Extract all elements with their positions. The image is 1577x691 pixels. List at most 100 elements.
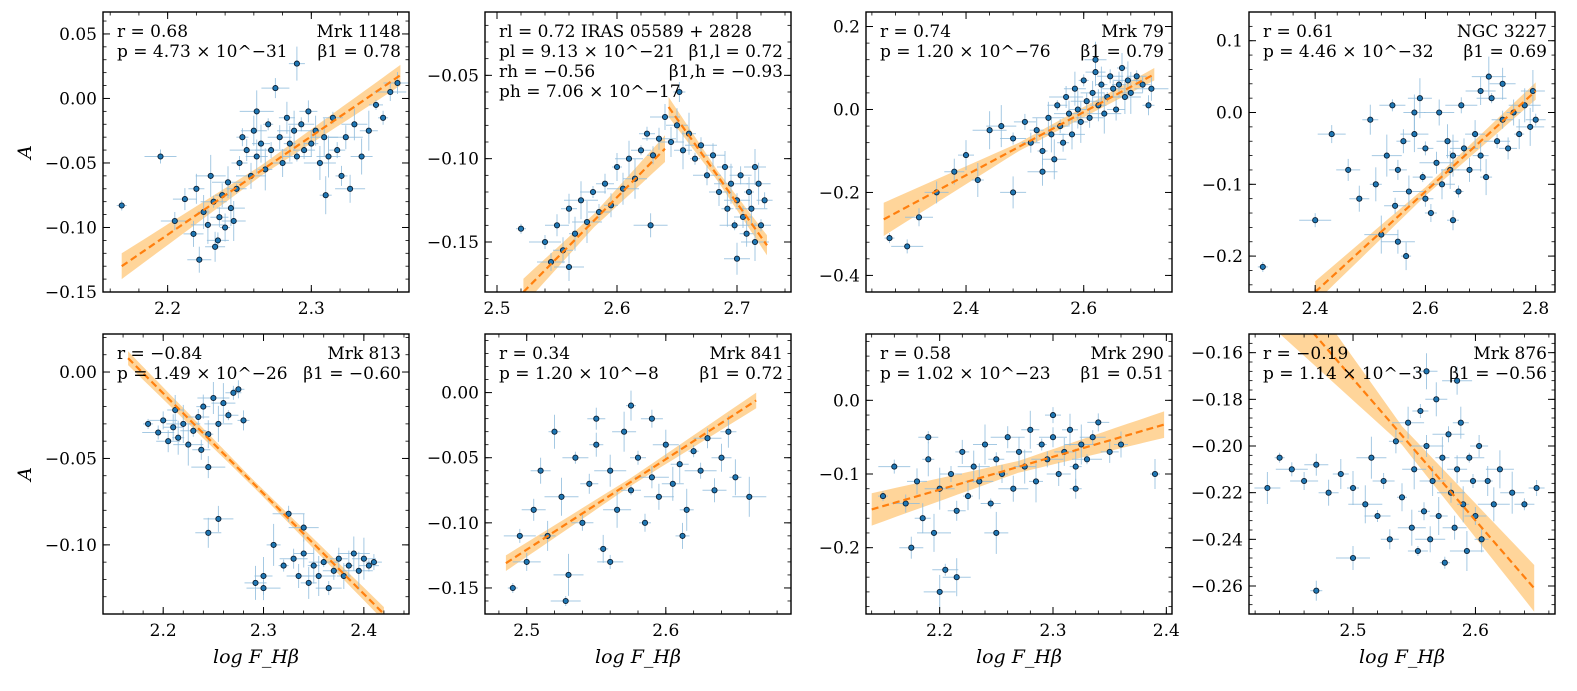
x-tick-label: 2.4: [953, 299, 980, 319]
data-point: [1118, 64, 1126, 72]
fit-line: [1312, 334, 1536, 590]
data-point: [1414, 547, 1421, 555]
y-tick-label: −0.05: [45, 154, 97, 174]
data-point: [1065, 110, 1073, 117]
data-point: [215, 420, 222, 427]
data-point: [1505, 145, 1512, 152]
data-point: [936, 588, 943, 595]
data-point: [181, 196, 188, 203]
y-tick-label: −0.05: [427, 449, 479, 469]
data-point: [908, 544, 915, 551]
data-point: [727, 180, 735, 187]
x-axis-title: log F_Hβ: [1359, 646, 1445, 668]
data-point: [1444, 138, 1451, 145]
panel-4: −0.2 −0.1 0.0 0.1 2.4 2.6 2.8 r = 0.61p = 4.46 …: [1202, 11, 1556, 319]
data-point: [1509, 489, 1516, 496]
data-point: [1049, 412, 1057, 419]
data-point: [902, 500, 909, 507]
data-point: [1483, 174, 1490, 181]
data-point: [260, 572, 267, 580]
data-point: [291, 127, 298, 134]
data-point: [1419, 174, 1426, 181]
data-point: [365, 127, 372, 134]
data-point: [993, 456, 1000, 463]
data-point: [530, 506, 537, 513]
x-tick-label: 2.6: [1070, 299, 1097, 319]
data-point: [214, 237, 221, 244]
data-point: [1433, 159, 1440, 166]
data-point: [316, 159, 323, 167]
data-point: [220, 400, 227, 407]
data-point: [970, 463, 977, 470]
data-point: [321, 134, 328, 141]
data-point: [1032, 478, 1040, 485]
data-point: [1429, 477, 1436, 485]
data-point: [731, 222, 738, 229]
y-tick-label: 0.00: [441, 384, 479, 404]
x-tick-label: 2.4: [1302, 299, 1329, 319]
annotation-left: r = 0.61: [1263, 22, 1334, 42]
annotation-left: p = 4.73 × 10^−31: [117, 42, 288, 62]
data-point: [370, 559, 377, 566]
data-point: [733, 255, 741, 262]
data-point: [1110, 85, 1117, 92]
data-point: [1068, 131, 1076, 138]
data-point: [1457, 419, 1464, 426]
fit-line: [522, 147, 666, 292]
data-point: [886, 235, 893, 242]
data-point: [655, 135, 663, 142]
y-tick-label: −0.1: [1202, 175, 1243, 195]
data-point: [1010, 189, 1017, 196]
data-point: [322, 192, 329, 199]
panel-1: −0.15 −0.10 −0.05 0.00 0.05 2.2 2.3 r = 0.68p =…: [14, 11, 410, 319]
data-point: [1039, 168, 1046, 175]
y-tick-label: −0.05: [45, 449, 97, 469]
annotation-left: p = 1.49 × 10^−26: [117, 364, 288, 384]
fit-confidence-band: [1280, 334, 1535, 612]
data-point: [252, 579, 259, 586]
data-point: [358, 153, 365, 160]
annotation-right: Mrk 813: [327, 344, 401, 364]
data-point: [1337, 470, 1344, 478]
y-tick-label: −0.18: [1191, 390, 1243, 410]
annotation-right: β1 = 0.79: [1080, 42, 1164, 62]
y-tick-label: 0.0: [833, 100, 860, 120]
data-point: [586, 480, 593, 487]
data-point: [662, 441, 669, 448]
data-point: [1004, 434, 1011, 441]
data-point: [1356, 195, 1363, 202]
data-point: [1386, 536, 1393, 543]
axes-frame: [102, 333, 410, 615]
data-point: [721, 163, 729, 171]
x-tick-label: 2.3: [1039, 621, 1066, 641]
data-point: [1027, 426, 1034, 433]
data-point: [679, 532, 686, 539]
data-point: [1398, 494, 1406, 501]
data-point: [627, 487, 635, 494]
fit-line: [667, 106, 768, 246]
fit-line: [121, 74, 402, 268]
data-point: [614, 506, 621, 513]
data-point: [295, 572, 302, 580]
plot-area: [1254, 334, 1545, 612]
data-point: [679, 147, 687, 154]
data-point: [715, 188, 723, 196]
panel-8: −0.26 −0.24 −0.22 −0.20 −0.18 −0.16 2.5 2.6 r = …: [1191, 333, 1556, 668]
data-point: [1039, 147, 1046, 155]
plot-area: [503, 390, 767, 606]
data-point: [625, 155, 633, 162]
y-axis-title: A: [14, 145, 36, 161]
y-tick-label: −0.26: [1191, 577, 1243, 597]
data-point: [1080, 77, 1087, 84]
data-point: [683, 506, 690, 513]
data-point: [571, 230, 579, 237]
data-point: [190, 427, 197, 434]
annotation-left: rl = 0.72 IRAS 05589 + 2828: [499, 22, 752, 42]
plot-area: [883, 41, 1169, 254]
data-point: [330, 567, 337, 574]
data-point: [225, 412, 232, 419]
data-point: [600, 545, 607, 552]
y-tick-label: −0.2: [819, 183, 860, 203]
data-point: [655, 493, 662, 500]
data-point: [627, 402, 635, 409]
